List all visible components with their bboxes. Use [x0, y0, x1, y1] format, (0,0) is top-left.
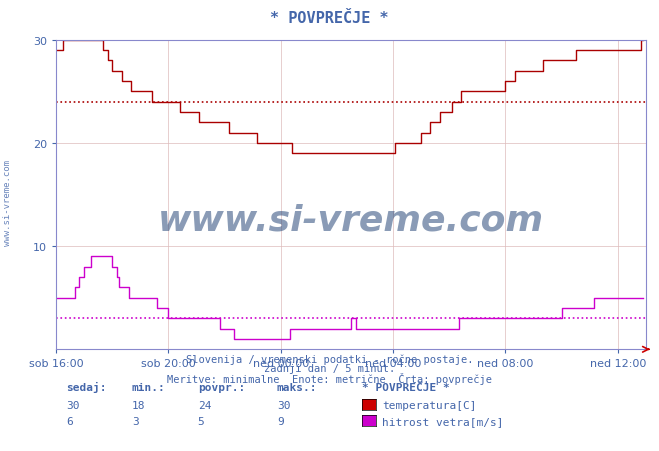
Text: 18: 18 — [132, 400, 145, 410]
Text: 5: 5 — [198, 416, 204, 426]
Text: 24: 24 — [198, 400, 211, 410]
Text: maks.:: maks.: — [277, 382, 317, 392]
Text: 6: 6 — [66, 416, 72, 426]
Text: Meritve: minimalne  Enote: metrične  Črta: povprečje: Meritve: minimalne Enote: metrične Črta:… — [167, 372, 492, 384]
Text: Slovenija / vremenski podatki - ročne postaje.: Slovenija / vremenski podatki - ročne po… — [186, 354, 473, 364]
Text: zadnji dan / 5 minut.: zadnji dan / 5 minut. — [264, 363, 395, 373]
Text: www.si-vreme.com: www.si-vreme.com — [3, 160, 13, 246]
Text: temperatura[C]: temperatura[C] — [382, 400, 476, 410]
Text: * POVPREČJE *: * POVPREČJE * — [362, 382, 450, 392]
Text: 30: 30 — [277, 400, 290, 410]
Text: 3: 3 — [132, 416, 138, 426]
Text: 30: 30 — [66, 400, 79, 410]
Text: sedaj:: sedaj: — [66, 381, 106, 392]
Text: www.si-vreme.com: www.si-vreme.com — [158, 203, 544, 237]
Text: 9: 9 — [277, 416, 283, 426]
Text: min.:: min.: — [132, 382, 165, 392]
Text: povpr.:: povpr.: — [198, 382, 245, 392]
Text: * POVPREČJE *: * POVPREČJE * — [270, 11, 389, 26]
Text: hitrost vetra[m/s]: hitrost vetra[m/s] — [382, 416, 503, 426]
